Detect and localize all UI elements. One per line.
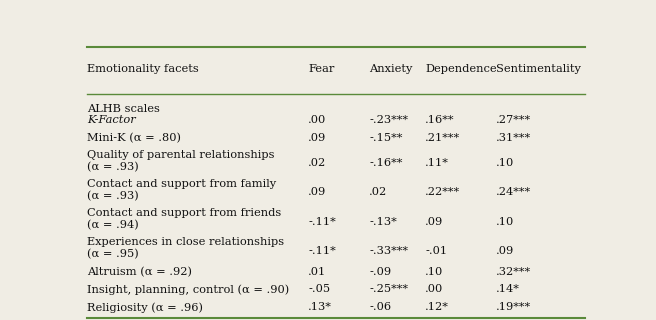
Text: .01: .01 [308, 267, 327, 276]
Text: .24***: .24*** [497, 188, 531, 197]
Text: Anxiety: Anxiety [369, 64, 413, 74]
Text: -.33***: -.33*** [369, 246, 408, 256]
Text: K-Factor: K-Factor [87, 115, 136, 125]
Text: .10: .10 [497, 158, 514, 168]
Text: .09: .09 [497, 246, 514, 256]
Text: .10: .10 [497, 217, 514, 227]
Text: -.09: -.09 [369, 267, 392, 276]
Text: .09: .09 [308, 132, 327, 142]
Text: -.05: -.05 [308, 284, 331, 294]
Text: Mini-K (α = .80): Mini-K (α = .80) [87, 132, 181, 143]
Text: -.06: -.06 [369, 302, 392, 312]
Text: -.25***: -.25*** [369, 284, 408, 294]
Text: -.16**: -.16** [369, 158, 403, 168]
Text: .14*: .14* [497, 284, 520, 294]
Text: Altruism (α = .92): Altruism (α = .92) [87, 267, 192, 277]
Text: Religiosity (α = .96): Religiosity (α = .96) [87, 302, 203, 313]
Text: Contact and support from friends
(α = .94): Contact and support from friends (α = .9… [87, 208, 281, 230]
Text: .13*: .13* [308, 302, 332, 312]
Text: -.11*: -.11* [308, 217, 336, 227]
Text: .02: .02 [369, 188, 388, 197]
Text: .02: .02 [308, 158, 327, 168]
Text: Sentimentality: Sentimentality [497, 64, 581, 74]
Text: .21***: .21*** [425, 132, 461, 142]
Text: .00: .00 [308, 115, 327, 125]
Text: .16**: .16** [425, 115, 455, 125]
Text: .10: .10 [425, 267, 443, 276]
Text: Experiences in close relationships
(α = .95): Experiences in close relationships (α = … [87, 237, 284, 260]
Text: Quality of parental relationships
(α = .93): Quality of parental relationships (α = .… [87, 150, 275, 172]
Text: Insight, planning, control (α = .90): Insight, planning, control (α = .90) [87, 284, 289, 295]
Text: .27***: .27*** [497, 115, 531, 125]
Text: .09: .09 [425, 217, 443, 227]
Text: .11*: .11* [425, 158, 449, 168]
Text: .00: .00 [425, 284, 443, 294]
Text: -.11*: -.11* [308, 246, 336, 256]
Text: .32***: .32*** [497, 267, 531, 276]
Text: ALHB scales: ALHB scales [87, 104, 160, 114]
Text: Fear: Fear [308, 64, 335, 74]
Text: Contact and support from family
(α = .93): Contact and support from family (α = .93… [87, 179, 276, 201]
Text: -.13*: -.13* [369, 217, 397, 227]
Text: -.23***: -.23*** [369, 115, 408, 125]
Text: .31***: .31*** [497, 132, 531, 142]
Text: .09: .09 [308, 188, 327, 197]
Text: .19***: .19*** [497, 302, 531, 312]
Text: -.01: -.01 [425, 246, 447, 256]
Text: Emotionality facets: Emotionality facets [87, 64, 199, 74]
Text: .12*: .12* [425, 302, 449, 312]
Text: Dependence: Dependence [425, 64, 497, 74]
Text: .22***: .22*** [425, 188, 461, 197]
Text: -.15**: -.15** [369, 132, 403, 142]
